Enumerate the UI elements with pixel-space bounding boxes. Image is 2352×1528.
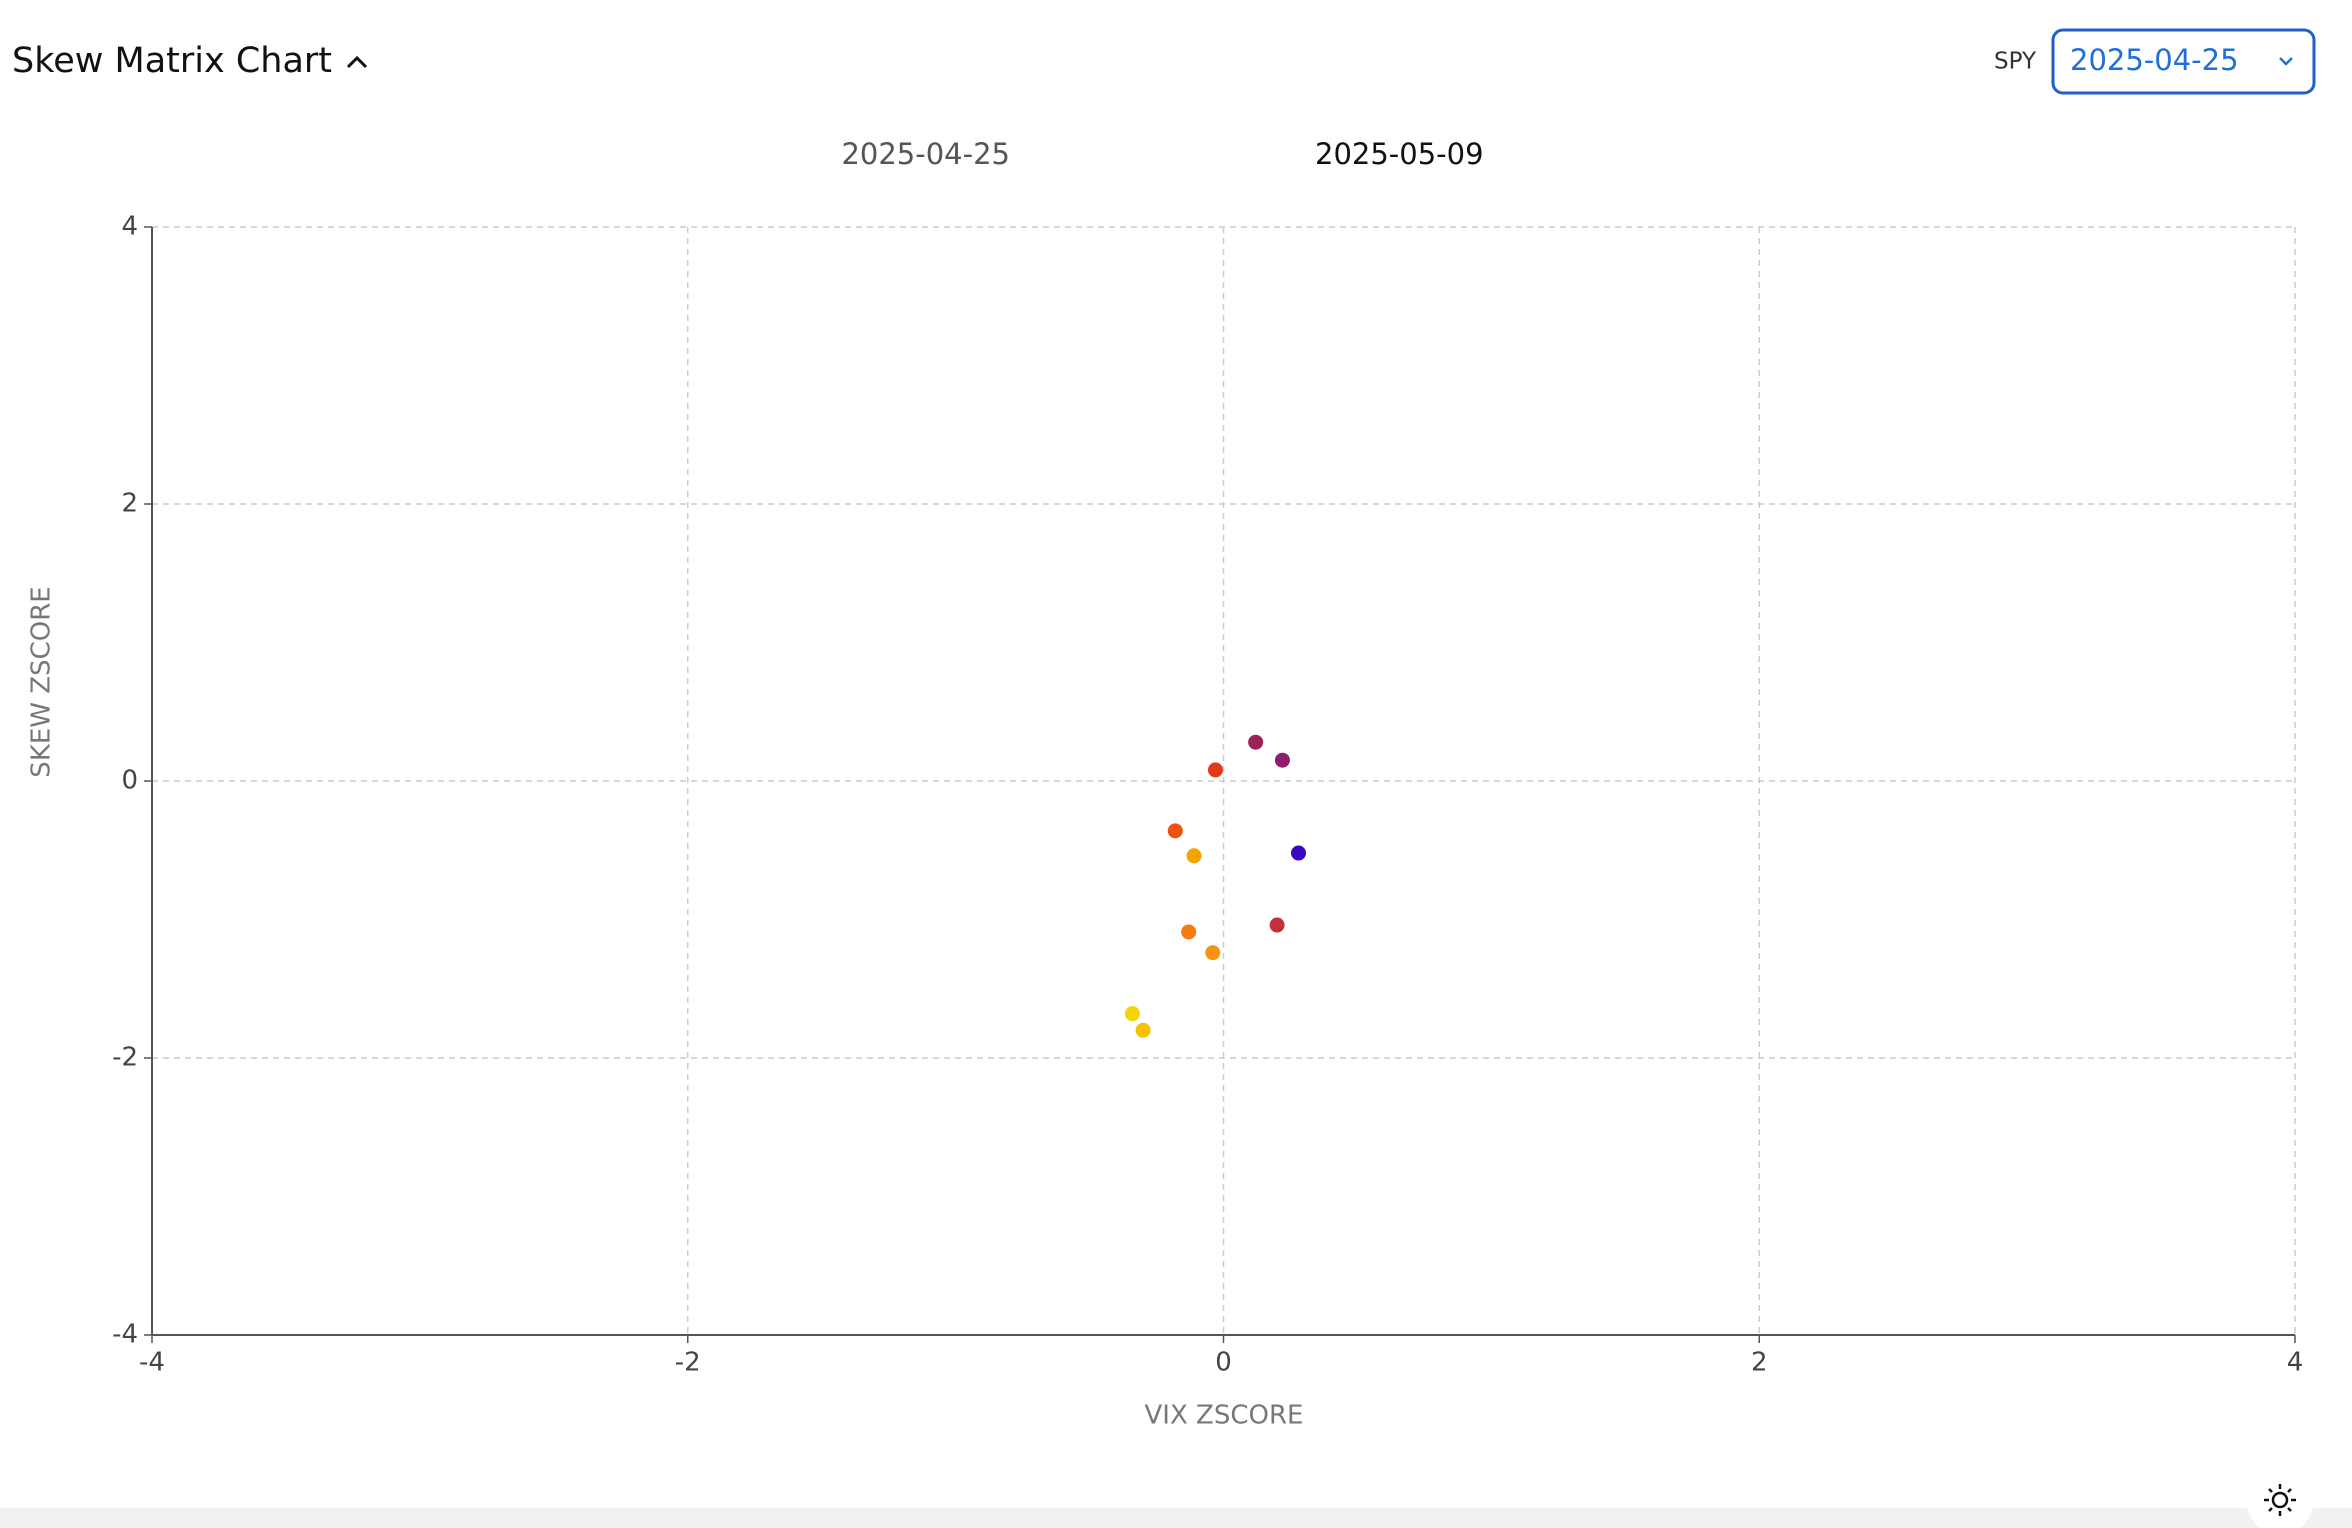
x-tick-label: 4 bbox=[2287, 1348, 2304, 1378]
point bbox=[1248, 734, 1264, 750]
theme-button[interactable] bbox=[2246, 1466, 2314, 1528]
point bbox=[1205, 945, 1221, 961]
date-select[interactable] bbox=[2051, 28, 2316, 95]
y-tick-label: -2 bbox=[112, 1043, 138, 1073]
ticker-label: SPY bbox=[1994, 49, 2037, 75]
point bbox=[1167, 823, 1183, 839]
page-title: Skew Matrix Chart bbox=[12, 41, 332, 81]
colorbar-end: 2025-05-09 bbox=[1315, 137, 1484, 171]
point bbox=[1181, 924, 1197, 940]
y-tick-label: 4 bbox=[121, 212, 138, 242]
y-axis-title: SKEW ZSCORE bbox=[27, 586, 57, 777]
point bbox=[1207, 762, 1223, 778]
point bbox=[1291, 845, 1307, 861]
point bbox=[1269, 917, 1285, 933]
x-tick-label: -4 bbox=[139, 1348, 165, 1378]
point bbox=[1274, 752, 1290, 768]
x-tick-label: -2 bbox=[675, 1348, 701, 1378]
x-tick-label: 0 bbox=[1215, 1348, 1232, 1378]
colorbar-start: 2025-04-25 bbox=[841, 137, 1010, 171]
collapse-toggle[interactable] bbox=[346, 55, 368, 69]
x-tick-label: 2 bbox=[1751, 1348, 1768, 1378]
x-axis-title: VIX ZSCORE bbox=[1145, 1401, 1304, 1431]
select-chevron bbox=[2279, 57, 2293, 66]
theme-icon bbox=[2264, 1484, 2296, 1516]
y-tick-label: -4 bbox=[112, 1320, 138, 1350]
point bbox=[1124, 1006, 1140, 1022]
point bbox=[1135, 1022, 1151, 1038]
point bbox=[1186, 848, 1202, 864]
y-tick-label: 2 bbox=[121, 489, 138, 519]
date-select-value: 2025-04-25 bbox=[2070, 43, 2239, 77]
footer-strip bbox=[0, 1508, 2352, 1528]
y-tick-label: 0 bbox=[121, 766, 138, 796]
